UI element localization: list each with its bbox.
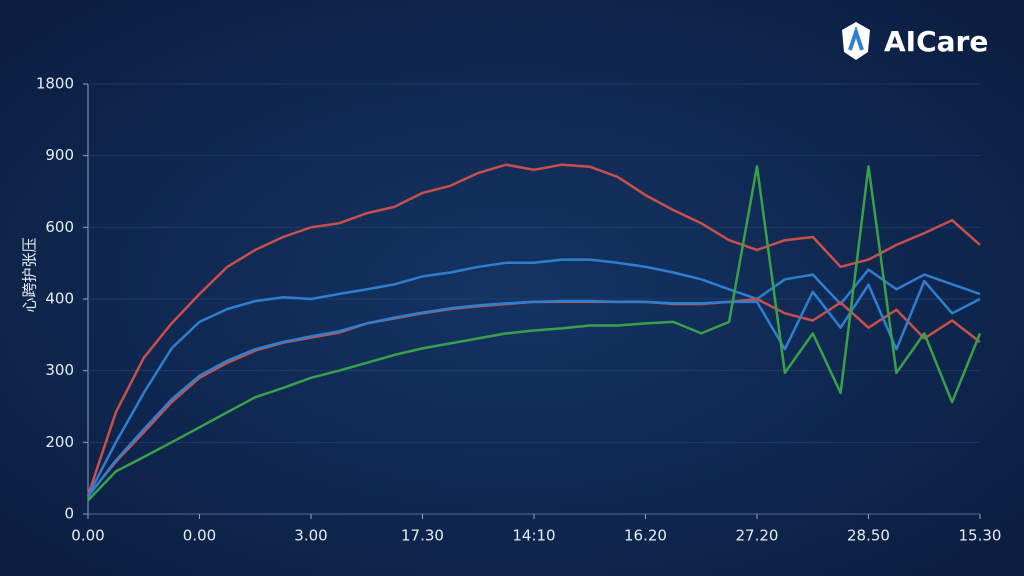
y-tick-label: 0 xyxy=(64,505,74,523)
x-tick-label: 28.50 xyxy=(847,527,890,545)
y-tick-label: 200 xyxy=(45,433,74,451)
logo-icon xyxy=(842,22,870,60)
series-line xyxy=(86,163,981,497)
y-axis-label: 心跨护张压 xyxy=(21,237,39,312)
series-line xyxy=(87,279,981,498)
series-line xyxy=(86,258,981,497)
x-tick-label: 14:10 xyxy=(512,527,555,545)
y-tick-label: 400 xyxy=(45,290,74,308)
logo: AICare xyxy=(842,22,988,60)
x-tick-label: 16.20 xyxy=(624,527,667,545)
x-tick-label: 0.00 xyxy=(71,527,104,545)
y-tick-label: 300 xyxy=(45,361,74,379)
x-tick-label: 27.20 xyxy=(736,527,779,545)
x-tick-label: 0.00 xyxy=(183,527,216,545)
logo-mark xyxy=(848,25,864,51)
x-tick-label: 15.30 xyxy=(959,527,1002,545)
x-tick-label: 3.00 xyxy=(294,527,327,545)
y-tick-label: 600 xyxy=(45,218,74,236)
y-tick-label: 1800 xyxy=(36,75,74,93)
y-tick-label: 900 xyxy=(45,146,74,164)
series-line xyxy=(87,165,982,502)
x-tick-label: 17.30 xyxy=(401,527,444,545)
brand: AICare xyxy=(884,25,988,58)
